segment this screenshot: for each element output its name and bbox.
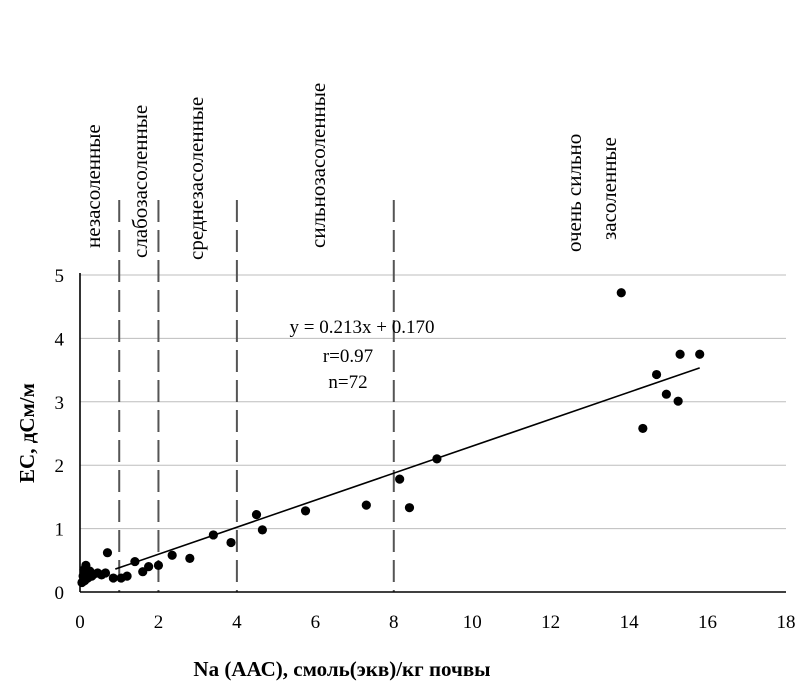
- zone-label-0: незасоленные: [81, 124, 105, 248]
- x-tick-label-9: 18: [777, 612, 796, 633]
- data-point-19: [144, 562, 154, 572]
- x-tick-label-7: 14: [620, 612, 640, 633]
- data-point-24: [226, 537, 236, 548]
- data-point-27: [300, 506, 311, 516]
- data-points: [77, 288, 705, 588]
- zone-labels: незасоленные слабозасоленные среднезасолен…: [81, 83, 621, 260]
- x-axis-title: Na (ААС), смоль(экв)/кг почвы: [193, 657, 490, 681]
- data-point-38: [695, 349, 705, 359]
- data-point-31: [432, 454, 442, 464]
- y-tick-label-3: 3: [55, 393, 65, 414]
- data-point-34: [651, 369, 662, 380]
- regression-annotation: y = 0.213x + 0.170 r=0.97 n=72: [290, 317, 435, 393]
- x-tick-label-0: 0: [75, 612, 85, 633]
- y-tick-label-4: 4: [55, 329, 65, 350]
- data-point-32: [616, 288, 626, 298]
- data-point-29: [395, 474, 405, 484]
- data-point-36: [673, 396, 683, 406]
- trendline: [115, 367, 700, 570]
- data-point-21: [167, 550, 177, 560]
- correlation-coefficient: r=0.97: [323, 346, 373, 367]
- data-point-14: [108, 573, 118, 583]
- y-tick-label-5: 5: [55, 266, 65, 287]
- data-point-35: [661, 389, 671, 399]
- data-point-12: [100, 568, 111, 578]
- zone-label-2: среднезасоленные: [184, 97, 208, 260]
- data-point-37: [675, 349, 685, 359]
- x-tick-label-5: 10: [463, 612, 482, 633]
- gridlines: [80, 274, 786, 530]
- zone-label-4-line2: засоленные: [597, 137, 621, 240]
- y-tick-label-0: 0: [55, 583, 65, 604]
- zone-label-3: сильнозасоленные: [306, 83, 330, 248]
- sample-size: n=72: [328, 372, 367, 393]
- y-axis-title: EC, дСм/м: [15, 383, 39, 483]
- y-tick-label-1: 1: [55, 520, 65, 541]
- x-tick-label-8: 16: [698, 612, 717, 633]
- data-point-17: [130, 556, 140, 567]
- data-point-16: [122, 571, 132, 581]
- data-point-23: [208, 530, 218, 540]
- data-point-20: [153, 560, 164, 570]
- regression-equation: y = 0.213x + 0.170: [290, 317, 435, 338]
- x-tick-label-3: 6: [311, 612, 321, 633]
- zone-boundaries: [118, 200, 395, 592]
- data-point-26: [257, 525, 267, 535]
- x-tick-label-4: 8: [389, 612, 399, 633]
- x-tick-label-2: 4: [232, 612, 242, 633]
- x-tick-label-1: 2: [154, 612, 164, 633]
- axes: [79, 273, 786, 593]
- y-tick-labels: 0 1 2 3 4 5: [55, 266, 65, 604]
- zone-label-4-line1: очень сильно: [562, 134, 586, 252]
- x-tick-label-6: 12: [541, 612, 560, 633]
- data-point-33: [638, 423, 648, 434]
- data-point-28: [361, 500, 371, 510]
- data-point-25: [251, 510, 262, 520]
- data-point-13: [102, 548, 113, 558]
- data-point-22: [185, 553, 195, 563]
- zone-label-1: слабозасоленные: [128, 105, 152, 258]
- x-tick-labels: 0 2 4 6 8 10 12 14 16 18: [75, 612, 795, 633]
- y-tick-label-2: 2: [55, 456, 65, 477]
- data-point-30: [404, 503, 415, 513]
